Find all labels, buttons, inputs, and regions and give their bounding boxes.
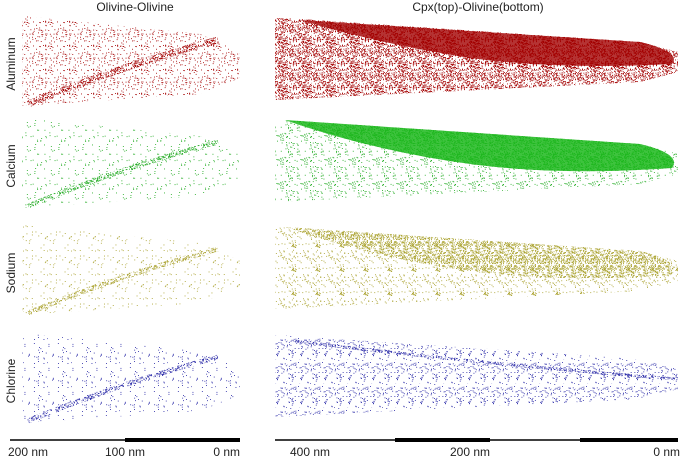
interface-band (27, 246, 219, 316)
interface-band (27, 139, 219, 209)
cpx-region (285, 120, 674, 172)
scale-label: 400 nm (290, 445, 330, 459)
scale-label: 100 nm (105, 445, 145, 459)
scale-label: 200 nm (8, 445, 48, 459)
cpx-region (285, 227, 674, 279)
row-label: Chlorine (4, 358, 18, 403)
scale-label: 0 nm (653, 445, 680, 459)
interface-band (26, 36, 219, 108)
interface-band (27, 354, 219, 424)
row-label: Aluminum (4, 37, 18, 90)
point-cloud (275, 335, 678, 417)
row-label: Sodium (4, 253, 18, 294)
left-title: Olivine-Olivine (96, 0, 174, 14)
row-label: Calcium (4, 144, 18, 187)
right-title: Cpx(top)-Olivine(bottom) (412, 0, 543, 14)
scale-label: 200 nm (450, 445, 490, 459)
cpx-region (300, 20, 674, 66)
scale-label: 0 nm (213, 445, 240, 459)
interface-band (294, 339, 677, 381)
